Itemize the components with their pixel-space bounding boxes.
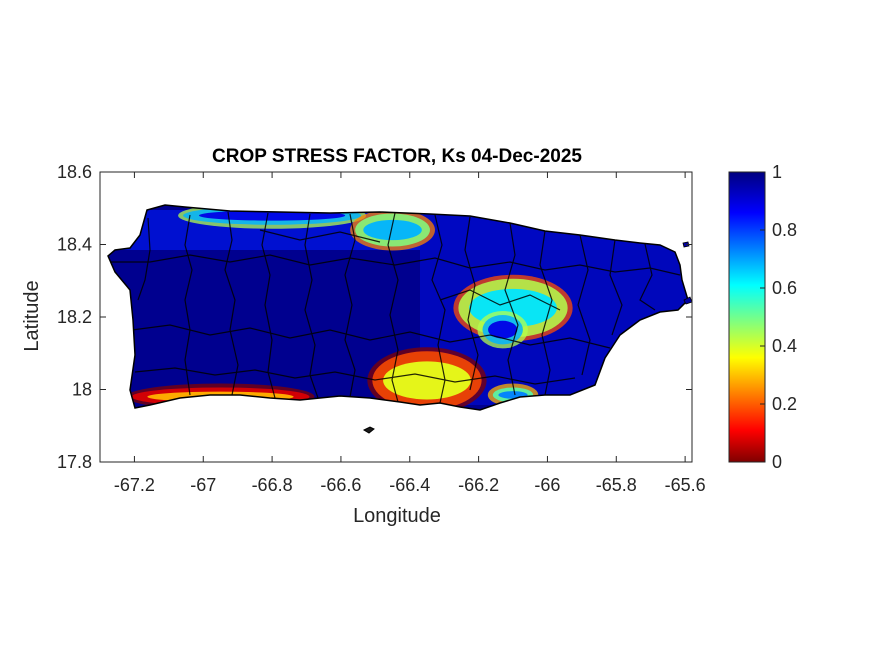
colorbar: 0 0.2 0.4 0.6 0.8 1 <box>728 162 797 472</box>
y-tick-label: 18.6 <box>57 162 92 182</box>
x-axis-label: Longitude <box>353 505 441 527</box>
colorbar-tick-label: 0.6 <box>772 278 797 298</box>
plot-area: -67.2 -67 -66.8 -66.6 -66.4 -66.2 -66 -65.8 -65.… <box>57 162 706 495</box>
caja-de-muertos-island <box>362 426 375 434</box>
x-tick-label: -67 <box>190 475 216 495</box>
y-tick-label: 18.4 <box>57 235 92 255</box>
y-axis-ticks: 17.8 18 18.2 18.4 18.6 <box>57 162 692 472</box>
colorbar-tick-label: 0 <box>772 452 782 472</box>
x-tick-label: -67.2 <box>114 475 155 495</box>
x-tick-label: -66.2 <box>458 475 499 495</box>
x-tick-label: -66.4 <box>389 475 430 495</box>
colorbar-ticks: 0 0.2 0.4 0.6 0.8 1 <box>760 162 797 472</box>
y-tick-label: 18 <box>72 380 92 400</box>
stress-zone-core <box>363 219 422 241</box>
colorbar-tick-label: 1 <box>772 162 782 182</box>
x-tick-label: -66 <box>534 475 560 495</box>
colorbar-tick-label: 0.4 <box>772 336 797 356</box>
stress-zone-core <box>383 361 471 400</box>
y-tick-label: 18.2 <box>57 307 92 327</box>
x-tick-label: -65.8 <box>596 475 637 495</box>
x-axis-ticks: -67.2 -67 -66.8 -66.6 -66.4 -66.2 -66 -65.8 -65.… <box>114 172 706 495</box>
colorbar-gradient <box>728 171 766 463</box>
x-tick-label: -66.8 <box>252 475 293 495</box>
stress-zone-core <box>488 320 518 339</box>
y-axis-label: Latitude <box>21 280 43 351</box>
x-tick-label: -66.6 <box>320 475 361 495</box>
colorbar-tick-label: 0.2 <box>772 394 797 414</box>
y-tick-label: 17.8 <box>57 452 92 472</box>
x-tick-label: -65.6 <box>665 475 706 495</box>
municipality-boundaries <box>110 211 681 404</box>
chart-title: CROP STRESS FACTOR, Ks 04-Dec-2025 <box>212 146 582 167</box>
colorbar-tick-label: 0.8 <box>772 220 797 240</box>
